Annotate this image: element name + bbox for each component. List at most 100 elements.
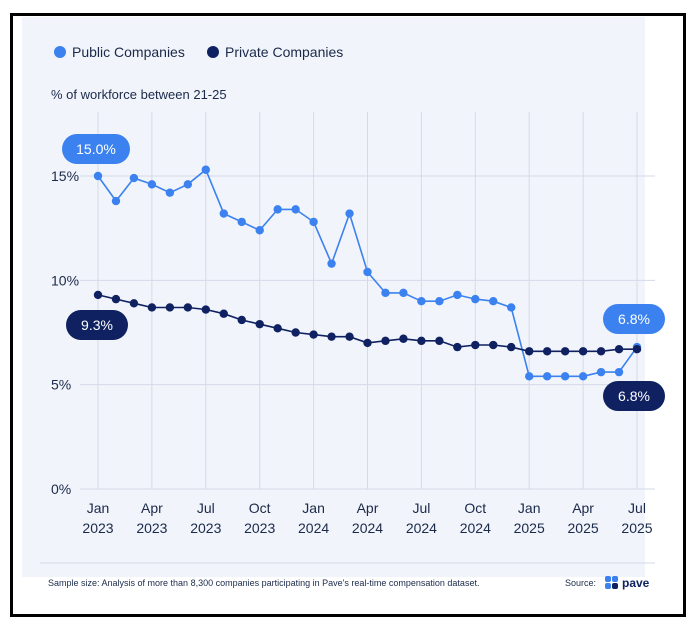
series-points [93,165,642,381]
data-point-public [435,297,444,306]
data-point-private [309,330,318,339]
x-tick-year: 2024 [352,520,383,536]
x-tick-month: Jan [302,500,325,516]
data-point-private [381,336,390,346]
data-point-public [345,209,354,218]
data-point-public [183,180,193,189]
callout-label: 9.3% [81,317,113,333]
data-point-public [363,267,372,277]
data-point-public [201,165,210,174]
data-point-public [525,372,534,381]
callout-badge [603,381,665,411]
y-tick-label: 10% [51,272,79,288]
data-point-private [165,303,175,312]
source-label: Source: [565,578,596,588]
data-point-private [417,336,426,346]
x-tick-year: 2023 [244,520,275,536]
x-tick-labels: Jan 2023 Apr 2023 Jul 2023 Oct 2023 Jan 2024 Apr 20… [82,500,652,536]
data-point-private [111,294,121,304]
callout-label: 6.8% [618,388,650,404]
x-tick-year: 2025 [514,520,545,536]
pave-logo-icon [605,576,618,589]
data-point-private [255,319,264,329]
data-point-private [453,342,462,352]
data-point-private [596,347,606,356]
data-point-public [560,372,570,381]
data-point-public [471,294,480,304]
data-point-public [417,297,426,306]
data-point-public [273,205,282,214]
data-point-public [219,209,228,218]
data-point-public [399,288,408,298]
data-point-private [471,340,480,350]
callouts: 15.0% 9.3% 6.8% 6.8% [62,134,665,411]
data-point-public [614,367,624,377]
x-tick-month: Jul [628,500,646,516]
data-point-private [507,342,516,352]
data-point-private [129,299,139,308]
data-point-public [453,290,462,300]
x-tick-month: Jan [87,500,110,516]
data-point-private [327,332,336,341]
data-point-public [542,372,552,381]
data-point-public [507,303,516,312]
data-point-private [525,347,534,356]
data-point-private [291,328,300,337]
x-tick-month: Oct [464,500,486,516]
y-tick-label: 15% [51,168,79,184]
data-point-public [129,173,139,183]
x-tick-year: 2023 [82,520,113,536]
y-axis-title: % of workforce between 21-25 [51,87,227,102]
data-point-public [291,205,300,214]
data-point-private [578,347,588,356]
data-point-private [237,315,246,325]
data-point-public [381,288,390,298]
data-point-private [201,305,210,314]
data-point-private [273,324,282,333]
legend-private-label: Private Companies [225,44,343,60]
data-point-private [542,347,552,356]
data-point-public [327,259,336,268]
data-point-private [363,338,372,348]
data-point-private [399,334,408,343]
legend-public-marker [54,46,66,58]
x-tick-year: 2024 [406,520,437,536]
data-point-private [614,344,624,354]
x-tick-year: 2023 [136,520,167,536]
data-point-public [309,217,318,227]
x-tick-year: 2023 [190,520,221,536]
data-point-private [219,309,228,318]
data-point-private [183,303,193,312]
data-point-private [147,303,157,312]
legend-private-marker [207,46,219,58]
data-point-public [255,226,264,235]
data-point-private [435,336,444,346]
legend: Public Companies Private Companies [54,44,343,60]
data-point-public [147,180,157,189]
y-tick-labels: 0% 5% 10% 15% [51,168,79,497]
data-point-public [93,171,103,181]
x-tick-month: Jul [412,500,430,516]
callout-label: 15.0% [76,141,116,157]
data-point-private [632,344,642,354]
pave-brand: pave [622,576,650,590]
callout-label: 6.8% [618,311,650,327]
data-point-public [578,372,588,381]
gridlines [80,112,655,490]
data-point-private [345,332,354,341]
x-tick-month: Jul [197,500,215,516]
data-point-private [93,290,103,300]
x-tick-year: 2025 [568,520,599,536]
y-tick-label: 0% [51,481,71,497]
y-tick-label: 5% [51,377,71,393]
data-point-private [560,347,570,356]
callout-badge [603,304,665,334]
x-tick-month: Jan [518,500,541,516]
footer-note: Sample size: Analysis of more than 8,300… [48,578,479,588]
x-tick-year: 2024 [460,520,491,536]
callout-badge [66,310,128,340]
chart-panel [22,17,645,577]
data-point-public [237,217,246,227]
x-tick-year: 2025 [621,520,652,536]
